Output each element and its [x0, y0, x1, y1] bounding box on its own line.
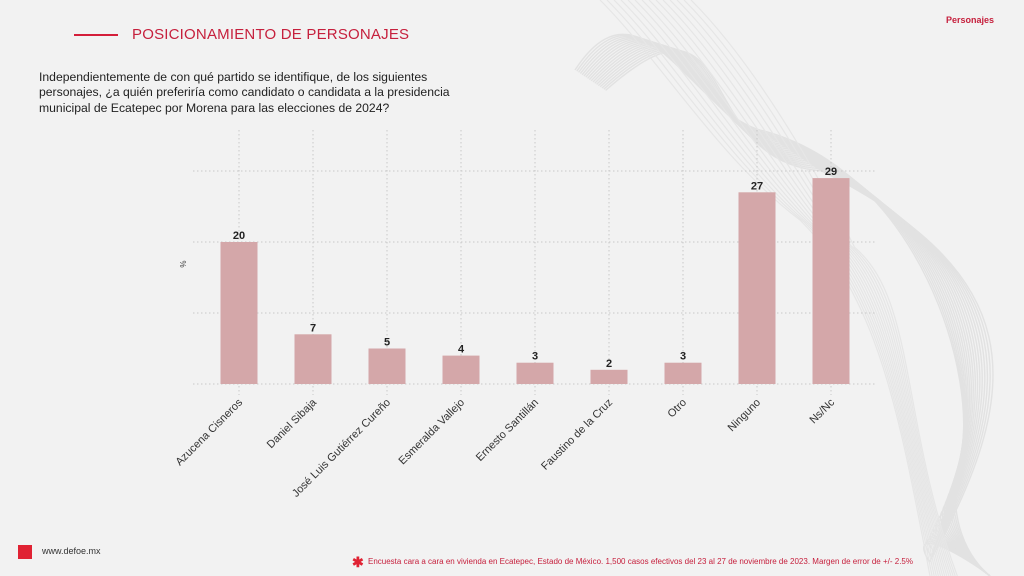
x-tick-label-0: Azucena Cisneros [174, 396, 246, 468]
brand-logo-square [18, 545, 32, 559]
title-accent-line [74, 34, 118, 36]
bar-4 [516, 362, 554, 384]
y-axis-label: % [179, 260, 188, 267]
section-tag: Personajes [945, 15, 994, 25]
chart-bars [220, 178, 850, 384]
asterisk-icon: ✱ [352, 554, 364, 570]
website-link[interactable]: www.defoe.mx [42, 546, 101, 556]
bar-1 [294, 334, 332, 384]
x-tick-label-3: Esmeralda Vallejo [397, 397, 468, 468]
survey-question: Independientemente de con qué partido se… [39, 70, 450, 115]
data-label-1: 7 [310, 322, 316, 334]
wave-line [585, 39, 991, 576]
bar-3 [442, 355, 480, 384]
bar-0 [220, 242, 258, 384]
bar-7 [738, 192, 776, 384]
data-label-2: 5 [384, 337, 390, 349]
bar-8 [812, 178, 850, 384]
data-label-8: 29 [825, 166, 837, 178]
data-label-6: 3 [680, 351, 686, 363]
data-label-4: 3 [532, 351, 538, 363]
chart-labels: 20 7 5 4 3 2 3 27 29 Azucena Cisneros Daniel Sibaj… [174, 166, 838, 500]
x-tick-label-5: Faustino de la Cruz [539, 397, 615, 473]
data-label-5: 2 [606, 358, 612, 370]
wave-line [690, 0, 958, 576]
bar-2 [368, 348, 406, 384]
methodology-footnote: Encuesta cara a cara en vivienda en Ecat… [368, 557, 913, 566]
bar-6 [664, 362, 702, 384]
x-tick-label-6: Otro [665, 397, 689, 421]
data-label-7: 27 [751, 180, 763, 192]
wave-line [599, 0, 931, 576]
x-tick-label-4: Ernesto Santillán [474, 397, 541, 464]
bar-5 [590, 369, 628, 384]
x-tick-label-7: Ninguno [726, 397, 763, 434]
page-title: POSICIONAMIENTO DE PERSONAJES [132, 26, 410, 43]
wave-line [683, 0, 956, 576]
wave-line [613, 0, 935, 576]
data-label-3: 4 [458, 344, 465, 356]
wave-line [606, 0, 933, 576]
x-tick-label-8: Ns/Nc [807, 396, 837, 426]
x-tick-label-1: Daniel Sibaja [265, 396, 320, 451]
data-label-0: 20 [233, 230, 245, 242]
